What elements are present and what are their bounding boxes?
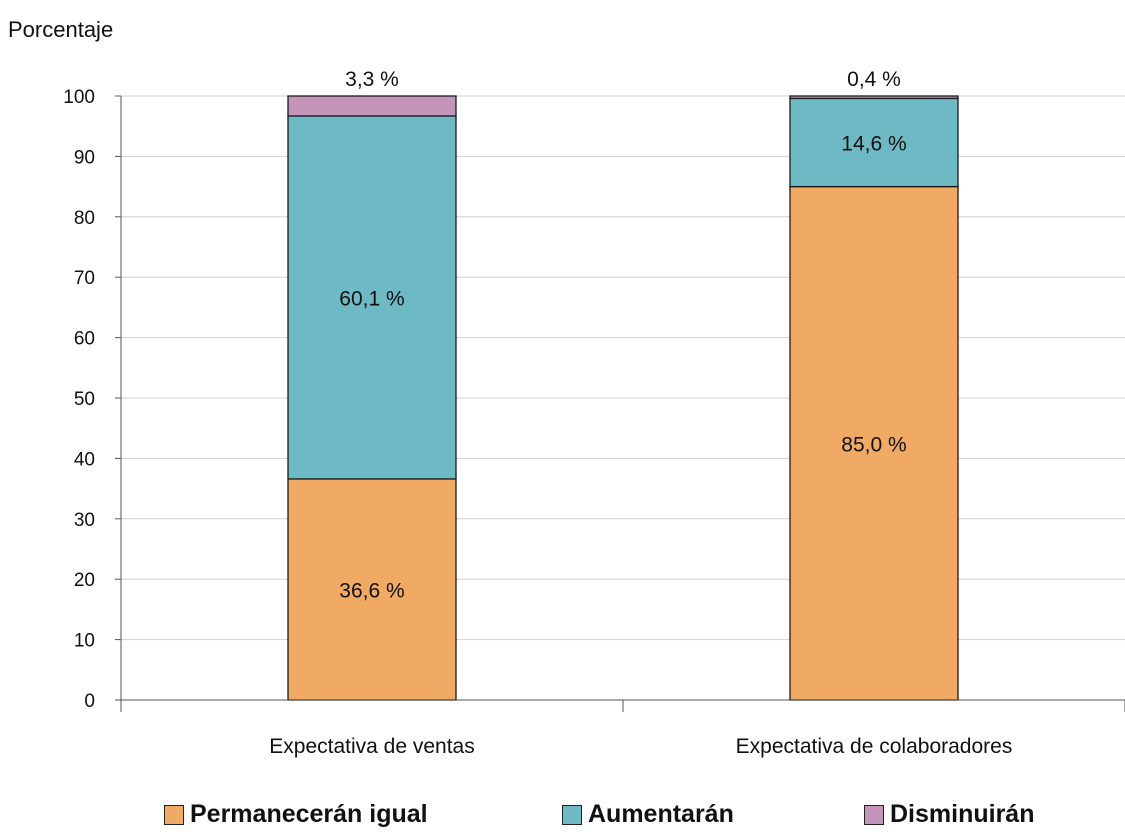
y-tick-label: 10 xyxy=(74,631,95,652)
y-tick-label: 50 xyxy=(74,389,95,410)
legend-swatch-permaneceran-igual xyxy=(164,804,184,825)
y-tick-label: 70 xyxy=(74,268,95,289)
y-tick-label: 0 xyxy=(84,691,95,712)
y-tick-label: 60 xyxy=(74,329,95,350)
data-label-permaneceran-igual: 85,0 % xyxy=(841,433,906,456)
bar-segment-disminuiran xyxy=(287,95,457,117)
legend-item-disminuiran: Disminuirán xyxy=(864,800,1034,829)
y-tick-label: 40 xyxy=(74,449,95,470)
data-label-aumentaran: 60,1 % xyxy=(339,287,404,310)
data-label-permaneceran-igual: 36,6 % xyxy=(339,579,404,602)
legend-swatch-aumentaran xyxy=(562,804,582,825)
y-tick-label: 30 xyxy=(74,510,95,531)
legend-label-permaneceran-igual: Permanecerán igual xyxy=(190,800,428,828)
data-label-aumentaran: 14,6 % xyxy=(841,133,906,156)
y-axis-label: Porcentaje xyxy=(8,17,113,42)
bar-segment-aumentaran xyxy=(287,115,457,480)
legend-label-aumentaran: Aumentarán xyxy=(588,800,734,828)
y-tick-label: 80 xyxy=(74,208,95,229)
legend-item-aumentaran: Aumentarán xyxy=(562,800,734,829)
bar-segment-permaneceran-igual xyxy=(287,478,457,701)
axes xyxy=(120,96,1125,712)
bar-segment-permaneceran-igual xyxy=(789,185,959,701)
y-tick-label: 20 xyxy=(74,570,95,591)
data-label-disminuiran: 3,3 % xyxy=(345,68,399,91)
y-axis-ticks: 0 10 20 30 40 50 60 70 80 90 100 xyxy=(63,87,121,712)
x-category-label: Expectativa de colaboradores xyxy=(736,735,1013,758)
y-tick-label: 100 xyxy=(63,87,95,108)
legend-label-disminuiran: Disminuirán xyxy=(890,800,1035,828)
gridlines xyxy=(121,95,1125,641)
legend-item-permaneceran-igual: Permanecerán igual xyxy=(164,800,428,829)
category-labels: Expectativa de ventas Expectativa de cola… xyxy=(269,735,1012,758)
legend: Permanecerán igual Aumentarán Disminuirá… xyxy=(0,800,1125,840)
stacked-bar-chart: Porcentaje 0 10 20 30 40 50 60 70 80 90 100 36,6 %… xyxy=(8,17,1125,758)
legend-swatch-disminuiran xyxy=(864,804,884,825)
bar-segment-disminuiran xyxy=(789,95,959,100)
bars: 36,6 % 60,1 % 3,3 % 85,0 % 14,6 % 0,4 % xyxy=(287,68,959,701)
y-tick-label: 90 xyxy=(74,147,95,168)
data-label-disminuiran: 0,4 % xyxy=(847,68,901,91)
x-category-label: Expectativa de ventas xyxy=(269,735,474,758)
